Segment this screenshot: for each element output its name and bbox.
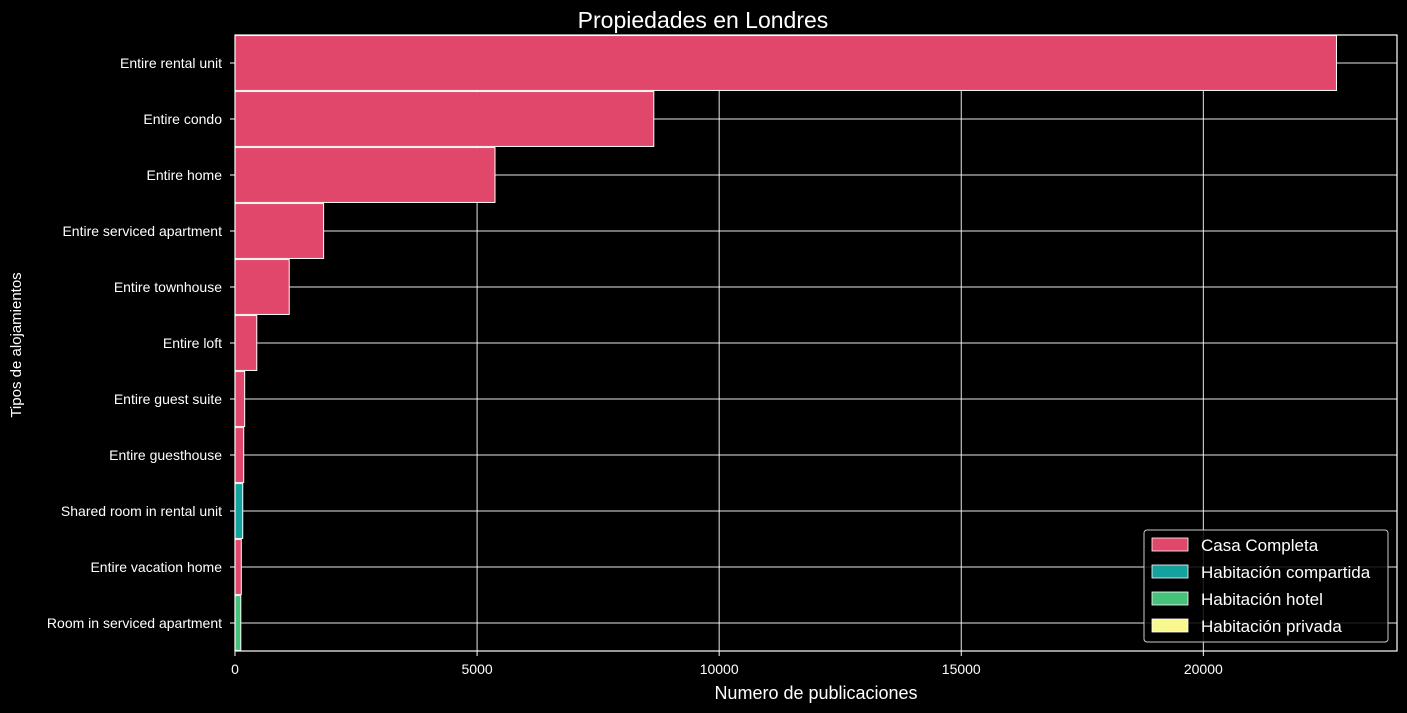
y-tick-label: Entire condo: [143, 111, 222, 127]
bar-entire-rental-unit: [234, 35, 1337, 91]
legend: Casa Completa Habitación compartida Habi…: [1143, 529, 1389, 643]
y-tick-label: Shared room in rental unit: [61, 503, 222, 519]
chart-title: Propiedades en Londres: [578, 7, 829, 33]
y-tick-label: Entire guest suite: [114, 391, 222, 407]
x-tick-label: 15000: [942, 661, 981, 677]
y-tick-label: Room in serviced apartment: [47, 615, 222, 631]
bar-entire-serviced-apartment: [234, 203, 325, 259]
bar-entire-guesthouse: [234, 427, 245, 483]
x-tick-label: 20000: [1184, 661, 1223, 677]
legend-swatch-casa-completa: [1151, 537, 1189, 552]
legend-label-habitacion-compartida: Habitación compartida: [1201, 563, 1371, 582]
x-tick-label: 10000: [700, 661, 739, 677]
bar-entire-guest-suite: [234, 371, 246, 427]
y-tick-label: Entire vacation home: [90, 559, 222, 575]
x-axis-ticks: 0 5000 10000 15000 20000: [231, 651, 1223, 677]
y-axis-ticks: Entire rental unit Entire condo Entire hom…: [47, 55, 235, 631]
y-axis-label: Tipos de alojamientos: [8, 272, 25, 417]
y-tick-label: Entire home: [147, 167, 223, 183]
legend-swatch-habitacion-hotel: [1151, 591, 1189, 606]
y-tick-label: Entire guesthouse: [109, 447, 222, 463]
legend-label-habitacion-privada: Habitación privada: [1201, 617, 1342, 636]
bar-entire-condo: [234, 91, 655, 147]
y-tick-label: Entire rental unit: [120, 55, 222, 71]
legend-label-habitacion-hotel: Habitación hotel: [1201, 590, 1323, 609]
y-tick-label: Entire serviced apartment: [62, 223, 222, 239]
legend-swatch-habitacion-compartida: [1151, 564, 1189, 579]
bar-shared-room-in-rental-unit: [234, 483, 244, 539]
bar-entire-vacation-home: [234, 539, 242, 595]
legend-label-casa-completa: Casa Completa: [1201, 536, 1319, 555]
legend-swatch-habitacion-privada: [1151, 618, 1189, 633]
legend-box: [1143, 529, 1389, 643]
y-tick-label: Entire townhouse: [114, 279, 222, 295]
x-tick-label: 5000: [462, 661, 493, 677]
bar-room-in-serviced-apartment: [234, 595, 242, 651]
x-tick-label: 0: [231, 661, 239, 677]
x-axis-label: Numero de publicaciones: [714, 683, 917, 703]
y-tick-label: Entire loft: [163, 335, 222, 351]
bar-entire-townhouse: [234, 259, 290, 315]
bar-entire-loft: [234, 315, 258, 371]
bar-entire-home: [234, 147, 496, 203]
